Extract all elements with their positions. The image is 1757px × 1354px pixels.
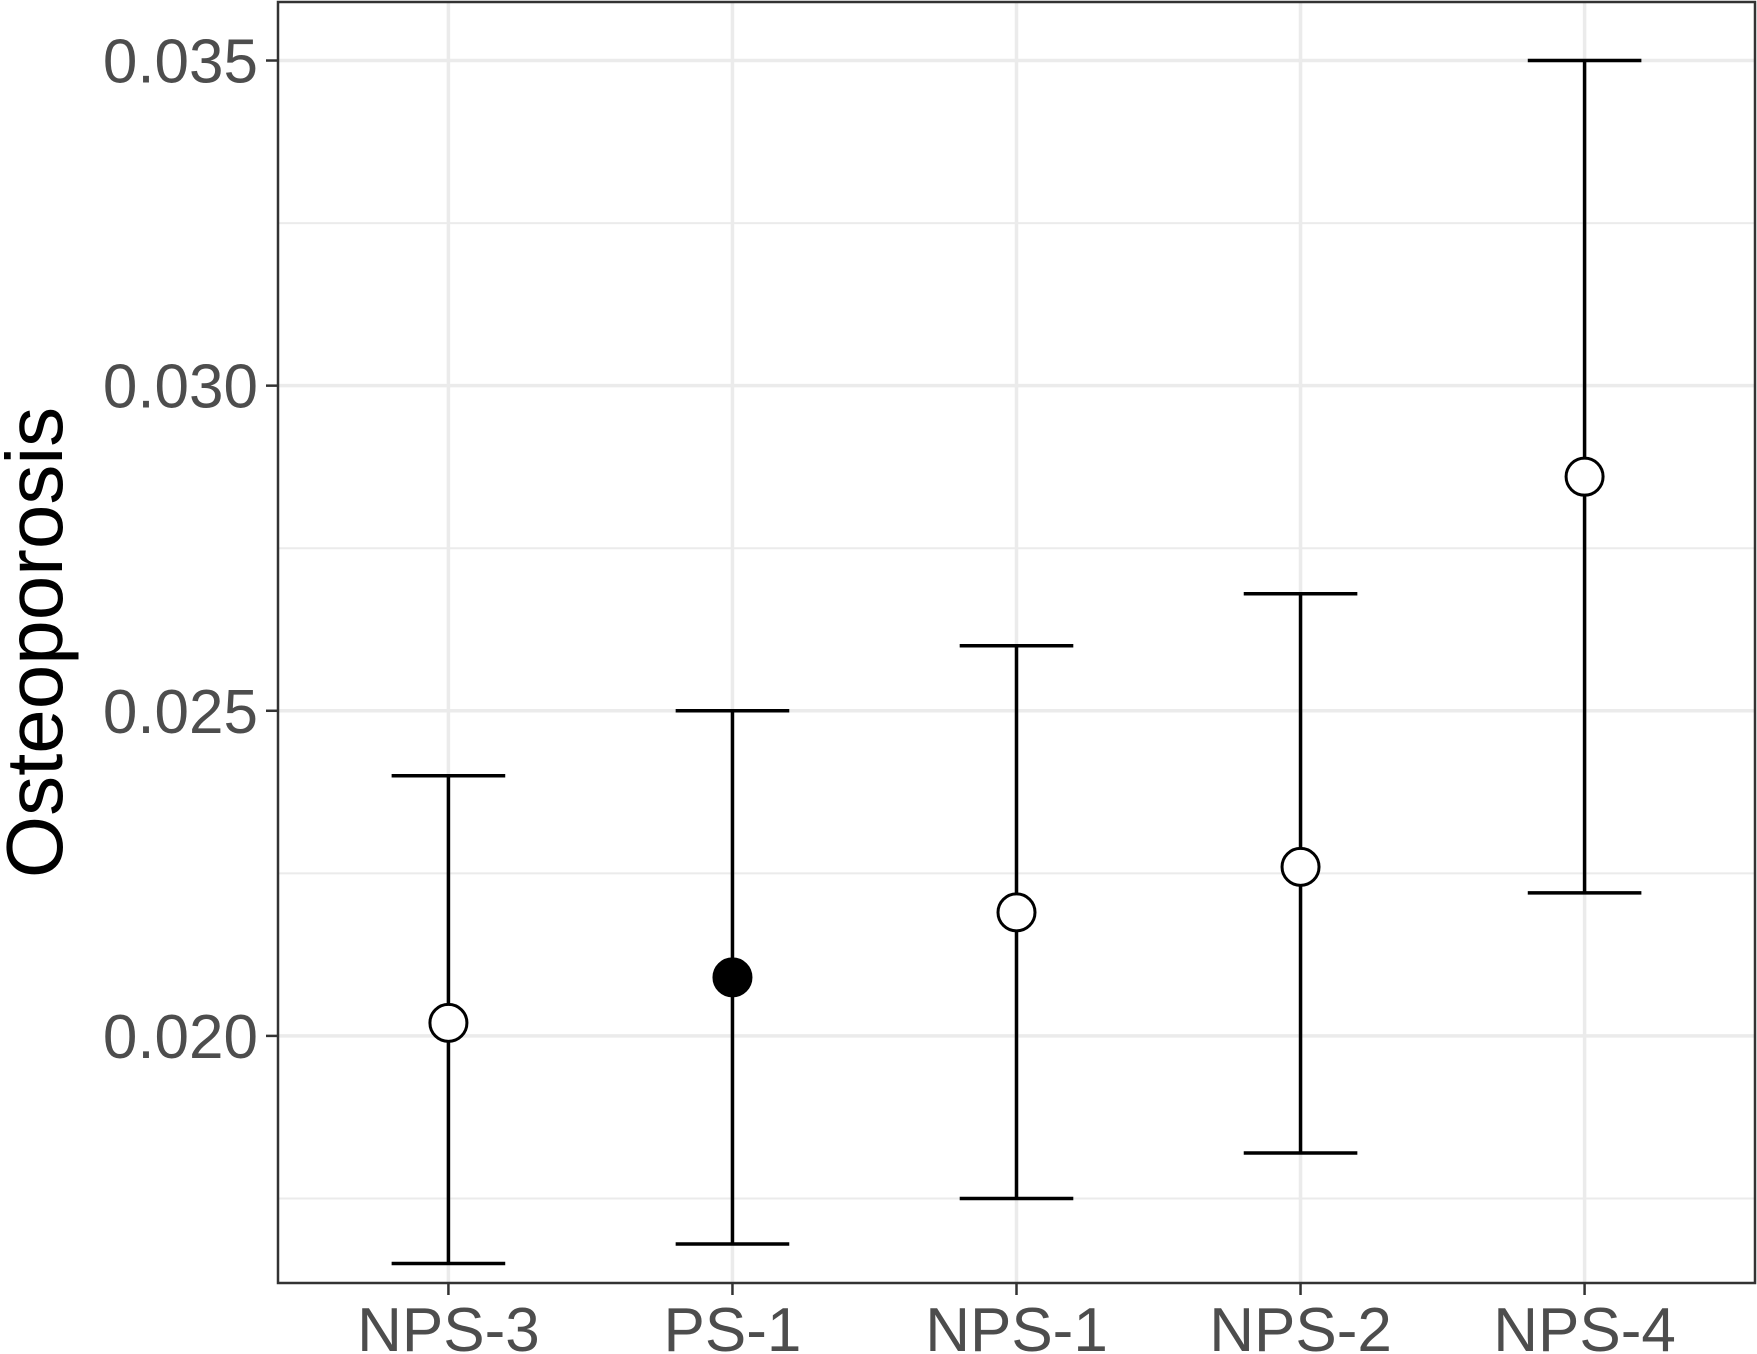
- x-tick-label: NPS-3: [357, 1296, 540, 1354]
- y-axis-title: Osteoporosis: [0, 407, 79, 878]
- y-tick-label: 0.030: [103, 353, 258, 422]
- data-point-open: [996, 892, 1037, 933]
- data-point-open: [1564, 456, 1605, 497]
- errorbar-group: [1243, 591, 1358, 1155]
- x-tick-label: NPS-1: [925, 1296, 1108, 1354]
- errorbar-group: [391, 774, 506, 1266]
- errorbar-group: [1527, 58, 1642, 895]
- x-tick-label: NPS-2: [1209, 1296, 1392, 1354]
- axes: 0.020 0.025 0.030 0.035 NPS-3 PS-1 NPS-1 NPS-2 N…: [103, 28, 1676, 1354]
- errorbar-group: [959, 644, 1074, 1201]
- data-point-open: [428, 1002, 469, 1043]
- data-marks: [391, 58, 1642, 1266]
- x-tick-label: PS-1: [664, 1296, 802, 1354]
- y-tick-label: 0.025: [103, 678, 258, 747]
- data-point-open: [1280, 846, 1321, 887]
- x-tick-label: NPS-4: [1493, 1296, 1676, 1354]
- y-tick-label: 0.020: [103, 1003, 258, 1072]
- errorbar-group: [675, 709, 790, 1246]
- data-point-filled: [712, 957, 753, 998]
- y-tick-label: 0.035: [103, 28, 258, 97]
